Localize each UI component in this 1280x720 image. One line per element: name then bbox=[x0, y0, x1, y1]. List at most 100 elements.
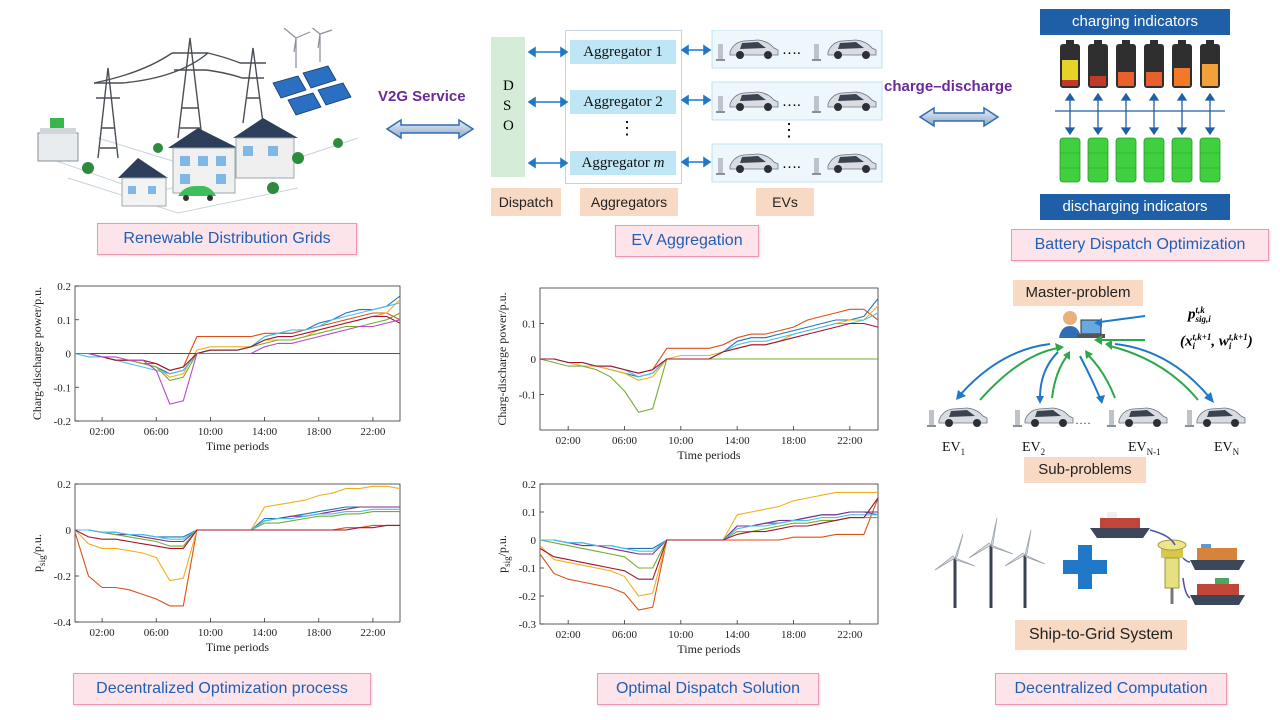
formula-p-sup: t,k bbox=[1195, 305, 1205, 315]
x-tick-label: 14:00 bbox=[252, 627, 278, 639]
y-tick-label: -0.2 bbox=[54, 571, 71, 583]
plus-icon bbox=[1063, 545, 1107, 589]
ev-label-n: EVN bbox=[1214, 440, 1239, 457]
charging-pillar-icon bbox=[1157, 539, 1187, 604]
caption-optimal-dispatch-solution: Optimal Dispatch Solution bbox=[597, 673, 819, 705]
y-tick-label: 0 bbox=[531, 354, 537, 366]
battery-flow-arrows bbox=[1055, 92, 1225, 136]
y-tick-label: -0.1 bbox=[54, 382, 71, 394]
y-axis-label-sub: sig bbox=[37, 555, 47, 566]
x-tick-label: 14:00 bbox=[725, 629, 751, 641]
x-tick-label: 10:00 bbox=[198, 426, 224, 438]
x-tick-label: 02:00 bbox=[90, 627, 116, 639]
dso-letter-o: O bbox=[503, 118, 514, 134]
x-tick-label: 18:00 bbox=[781, 629, 807, 641]
tree-icon bbox=[82, 138, 343, 194]
x-tick-label: 22:00 bbox=[360, 627, 386, 639]
y-axis-label-base: p bbox=[30, 566, 44, 572]
discharging-indicators-band: discharging indicators bbox=[1040, 194, 1230, 220]
ev-row1-dots: …. bbox=[782, 42, 801, 58]
formula-p-main: p bbox=[1188, 306, 1196, 323]
y-tick-label: 0 bbox=[66, 525, 72, 537]
renewable-grid-illustration bbox=[37, 28, 359, 214]
x-tick-label: 10:00 bbox=[668, 629, 694, 641]
x-tick-label: 02:00 bbox=[556, 435, 582, 447]
aggregators-frame bbox=[565, 30, 682, 184]
dso-block bbox=[491, 37, 525, 177]
ev-label-n-1-sub: N-1 bbox=[1146, 446, 1161, 457]
formula-x-sub: i bbox=[1192, 341, 1196, 351]
x-axis-label: Time periods bbox=[206, 439, 270, 453]
x-axis-label: Time periods bbox=[206, 640, 270, 654]
aggregator-m-prefix: Aggregator bbox=[581, 155, 654, 171]
formula-w-sub: i bbox=[1228, 341, 1232, 351]
dso-aggregator-arrows bbox=[527, 46, 569, 169]
aggregator-m: Aggregator m bbox=[570, 151, 676, 175]
master-problem-box: Master-problem bbox=[1013, 280, 1143, 306]
chart-optimal-power: -0.1 0 0.1 02:00 06:00 10:00 14:00 18:00 22:00 Ti… bbox=[495, 287, 879, 462]
y-tick-label: -0.4 bbox=[54, 617, 72, 629]
y-tick-label: -0.2 bbox=[519, 591, 536, 603]
charging-indicators-band: charging indicators bbox=[1040, 9, 1230, 35]
chart-decentralized-power: -0.2 -0.1 0 0.1 0.2 02:00 06:00 10:00 14:00 18:00… bbox=[30, 281, 401, 453]
y-tick-label: 0.2 bbox=[57, 281, 71, 293]
cargo-ship-icon bbox=[1090, 512, 1245, 605]
ev-label-n-1-base: EV bbox=[1128, 440, 1147, 455]
y-tick-label: -0.3 bbox=[519, 619, 537, 631]
formula-x-open: (x bbox=[1180, 333, 1193, 350]
x-tick-label: 14:00 bbox=[252, 426, 278, 438]
x-axis-label: Time periods bbox=[677, 448, 741, 462]
v2g-service-label: V2G Service bbox=[378, 88, 466, 105]
caption-battery-dispatch-optimization: Battery Dispatch Optimization bbox=[1011, 229, 1269, 261]
ship-to-grid-illustration bbox=[934, 512, 1245, 608]
y-axis-label-sub: sig bbox=[502, 556, 512, 567]
ev-row3-dots: …. bbox=[782, 156, 801, 172]
ev-label-n-base: EV bbox=[1214, 440, 1233, 455]
formula-x-sup: t,k+1 bbox=[1192, 332, 1212, 342]
formula-x-close: ) bbox=[1247, 333, 1253, 350]
x-tick-label: 22:00 bbox=[837, 435, 863, 447]
charging-battery-row bbox=[1060, 40, 1220, 88]
ev-dots: ···· bbox=[1075, 416, 1091, 430]
y-axis-label: psig/p.u. bbox=[495, 535, 512, 573]
x-tick-label: 06:00 bbox=[144, 426, 170, 438]
battery-storage-icon bbox=[37, 118, 79, 162]
y-axis-label: Charg-discharge power/p.u. bbox=[495, 292, 509, 425]
x-tick-label: 06:00 bbox=[144, 627, 170, 639]
ev-car-icon bbox=[178, 186, 216, 201]
x-tick-label: 10:00 bbox=[198, 627, 224, 639]
x-tick-label: 18:00 bbox=[781, 435, 807, 447]
chart-decentralized-psig: -0.4 -0.2 0 0.2 02:00 06:00 10:00 14:00 18:00 22:… bbox=[30, 479, 401, 654]
y-axis-label-suffix: /p.u. bbox=[495, 535, 509, 556]
dso-letter-s: S bbox=[503, 98, 512, 114]
plot-frame bbox=[539, 483, 879, 625]
y-tick-label: -0.2 bbox=[54, 416, 71, 428]
y-axis-label-suffix: /p.u. bbox=[30, 534, 44, 555]
ev-rows bbox=[711, 30, 883, 183]
x-axis-label: Time periods bbox=[677, 642, 741, 656]
y-tick-label: 0.1 bbox=[522, 507, 536, 519]
formula-xw: (x t,k+1 i, w t,k+1 i) bbox=[1180, 333, 1253, 351]
y-tick-label: 0.1 bbox=[57, 315, 71, 327]
x-tick-label: 18:00 bbox=[306, 627, 332, 639]
sub-problem-evs bbox=[927, 407, 1246, 428]
series-line-5 bbox=[540, 322, 879, 374]
aggregator-vdots: ⋮ bbox=[618, 118, 636, 138]
x-tick-label: 18:00 bbox=[306, 426, 332, 438]
x-tick-label: 22:00 bbox=[837, 629, 863, 641]
wind-turbine-icon bbox=[283, 28, 333, 68]
caption-ev-aggregation: EV Aggregation bbox=[615, 225, 759, 257]
y-tick-label: 0.1 bbox=[522, 319, 536, 331]
master-sub-arrows bbox=[956, 315, 1214, 404]
aggregator-2: Aggregator 2 bbox=[570, 90, 676, 114]
house-icon bbox=[118, 118, 298, 207]
sub-problems-box: Sub-problems bbox=[1024, 457, 1146, 483]
y-axis-label-base: p bbox=[495, 567, 509, 573]
charge-discharge-label: charge–discharge bbox=[884, 78, 1013, 95]
y-tick-label: -0.1 bbox=[519, 563, 536, 575]
x-tick-label: 06:00 bbox=[612, 629, 638, 641]
y-tick-label: -0.1 bbox=[519, 390, 536, 402]
y-axis-label: psig/p.u. bbox=[30, 534, 47, 572]
series-line-6 bbox=[74, 524, 400, 549]
aggregator-1: Aggregator 1 bbox=[570, 40, 676, 64]
